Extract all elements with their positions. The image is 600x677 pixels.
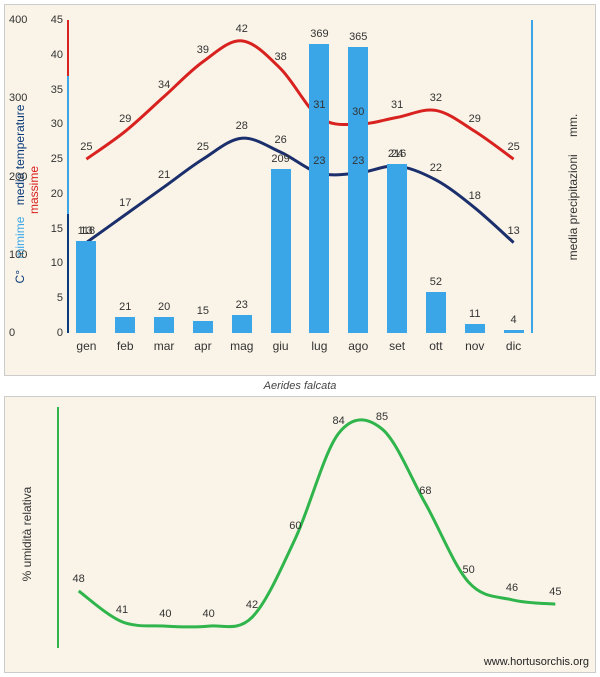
temp-axis-mid-label: media temperature xyxy=(13,105,27,206)
precip-axis-title: media precipitazioni mm. xyxy=(566,87,580,287)
precip-value-label: 365 xyxy=(348,31,368,43)
precip-bar: 20 xyxy=(154,317,174,333)
max-temp-line xyxy=(86,41,513,159)
precip-value-label: 23 xyxy=(232,299,252,311)
humidity-value-label: 45 xyxy=(543,586,567,598)
plot-area-top: 1182120152320936936521652114genfebmarapr… xyxy=(67,20,533,333)
month-label: feb xyxy=(111,339,139,353)
min-temp-line-value-label: 24 xyxy=(385,148,409,160)
min-temp-line-value-label: 22 xyxy=(424,162,448,174)
min-temp-line xyxy=(86,138,513,242)
precip-value-label: 4 xyxy=(504,314,524,326)
humidity-value-label: 40 xyxy=(197,608,221,620)
precip-tick: 200 xyxy=(9,171,43,183)
min-temp-line-value-label: 21 xyxy=(152,169,176,181)
climate-chart-top: 118 21 20 15 23 209 369 365 216 52 11 4 genfebmarapr… xyxy=(4,4,596,376)
temp-tick: 15 xyxy=(33,223,63,235)
max-temp-line-value-label: 25 xyxy=(74,141,98,153)
min-temp-line-value-label: 28 xyxy=(230,120,254,132)
min-temp-line-value-label: 23 xyxy=(307,155,331,167)
max-temp-line-value-label: 31 xyxy=(307,99,331,111)
temp-axis-unit: C° xyxy=(13,270,27,283)
precip-value-label: 11 xyxy=(465,308,485,320)
month-label: nov xyxy=(461,339,489,353)
max-temp-line-value-label: 32 xyxy=(424,92,448,104)
min-temp-line-value-label: 23 xyxy=(346,155,370,167)
humidity-value-label: 68 xyxy=(413,485,437,497)
temp-lines-svg xyxy=(67,20,533,333)
humidity-value-label: 60 xyxy=(283,520,307,532)
month-label: dic xyxy=(500,339,528,353)
precip-bar: 216 xyxy=(387,164,407,333)
precip-axis-label: media precipitazioni xyxy=(566,154,580,260)
max-temp-line-value-label: 30 xyxy=(346,106,370,118)
humidity-axis xyxy=(57,407,59,648)
min-temp-line-value-label: 26 xyxy=(269,134,293,146)
humidity-value-label: 48 xyxy=(67,573,91,585)
month-label: ago xyxy=(344,339,372,353)
precip-tick: 300 xyxy=(9,92,43,104)
temp-tick: 25 xyxy=(33,153,63,165)
month-label: set xyxy=(383,339,411,353)
humidity-axis-label: % umidità relativa xyxy=(20,454,34,614)
humidity-value-label: 46 xyxy=(500,582,524,594)
precip-value-label: 52 xyxy=(426,276,446,288)
attribution-text: www.hortusorchis.org xyxy=(484,656,589,668)
plot-area-bottom: 48 41 40 40 42 60 84 85 68 50 46 45 xyxy=(57,407,577,648)
humidity-value-label: 42 xyxy=(240,599,264,611)
month-label: mar xyxy=(150,339,178,353)
humidity-line-svg xyxy=(57,407,577,648)
max-temp-line-value-label: 29 xyxy=(113,113,137,125)
precip-bar: 23 xyxy=(232,315,252,333)
max-temp-line-value-label: 31 xyxy=(385,99,409,111)
precip-tick: 0 xyxy=(9,327,43,339)
min-temp-line-value-label: 17 xyxy=(113,197,137,209)
temp-tick: 5 xyxy=(33,292,63,304)
month-label: giu xyxy=(267,339,295,353)
humidity-value-label: 41 xyxy=(110,604,134,616)
precip-bar: 21 xyxy=(115,317,135,333)
month-label: gen xyxy=(72,339,100,353)
humidity-value-label: 85 xyxy=(370,411,394,423)
min-temp-line-value-label: 13 xyxy=(74,225,98,237)
min-temp-line-value-label: 18 xyxy=(463,190,487,202)
month-label: mag xyxy=(228,339,256,353)
precip-value-label: 209 xyxy=(271,153,291,165)
min-temp-line-value-label: 25 xyxy=(191,141,215,153)
precip-value-label: 15 xyxy=(193,305,213,317)
month-label: ott xyxy=(422,339,450,353)
precip-tick: 400 xyxy=(9,14,43,26)
temp-tick: 30 xyxy=(33,118,63,130)
precip-bar: 365 xyxy=(348,47,368,333)
precip-bar: 11 xyxy=(465,324,485,333)
max-temp-line-value-label: 39 xyxy=(191,44,215,56)
max-temp-line-value-label: 34 xyxy=(152,79,176,91)
humidity-value-label: 40 xyxy=(153,608,177,620)
precip-bar: 52 xyxy=(426,292,446,333)
precip-value-label: 20 xyxy=(154,301,174,313)
precip-value-label: 21 xyxy=(115,301,135,313)
humidity-value-label: 84 xyxy=(327,415,351,427)
max-temp-line-value-label: 42 xyxy=(230,23,254,35)
precip-value-label: 369 xyxy=(309,28,329,40)
humidity-chart: 48 41 40 40 42 60 84 85 68 50 46 45 % umidità relat… xyxy=(4,396,596,673)
humidity-line xyxy=(79,420,556,627)
month-label: apr xyxy=(189,339,217,353)
max-temp-line-value-label: 25 xyxy=(502,141,526,153)
max-temp-line-value-label: 38 xyxy=(269,51,293,63)
humidity-value-label: 50 xyxy=(457,564,481,576)
precip-bar: 15 xyxy=(193,321,213,333)
temp-tick: 20 xyxy=(33,188,63,200)
precip-bar: 209 xyxy=(271,169,291,333)
precip-bar: 4 xyxy=(504,330,524,333)
min-temp-line-value-label: 13 xyxy=(502,225,526,237)
precip-axis-unit: mm. xyxy=(566,114,580,137)
precip-bar: 369 xyxy=(309,44,329,333)
precip-bar: 118 xyxy=(76,241,96,333)
species-name: Aerides falcata xyxy=(0,380,600,392)
precip-tick: 100 xyxy=(9,249,43,261)
max-temp-line-value-label: 29 xyxy=(463,113,487,125)
month-label: lug xyxy=(305,339,333,353)
temp-tick: 40 xyxy=(33,49,63,61)
